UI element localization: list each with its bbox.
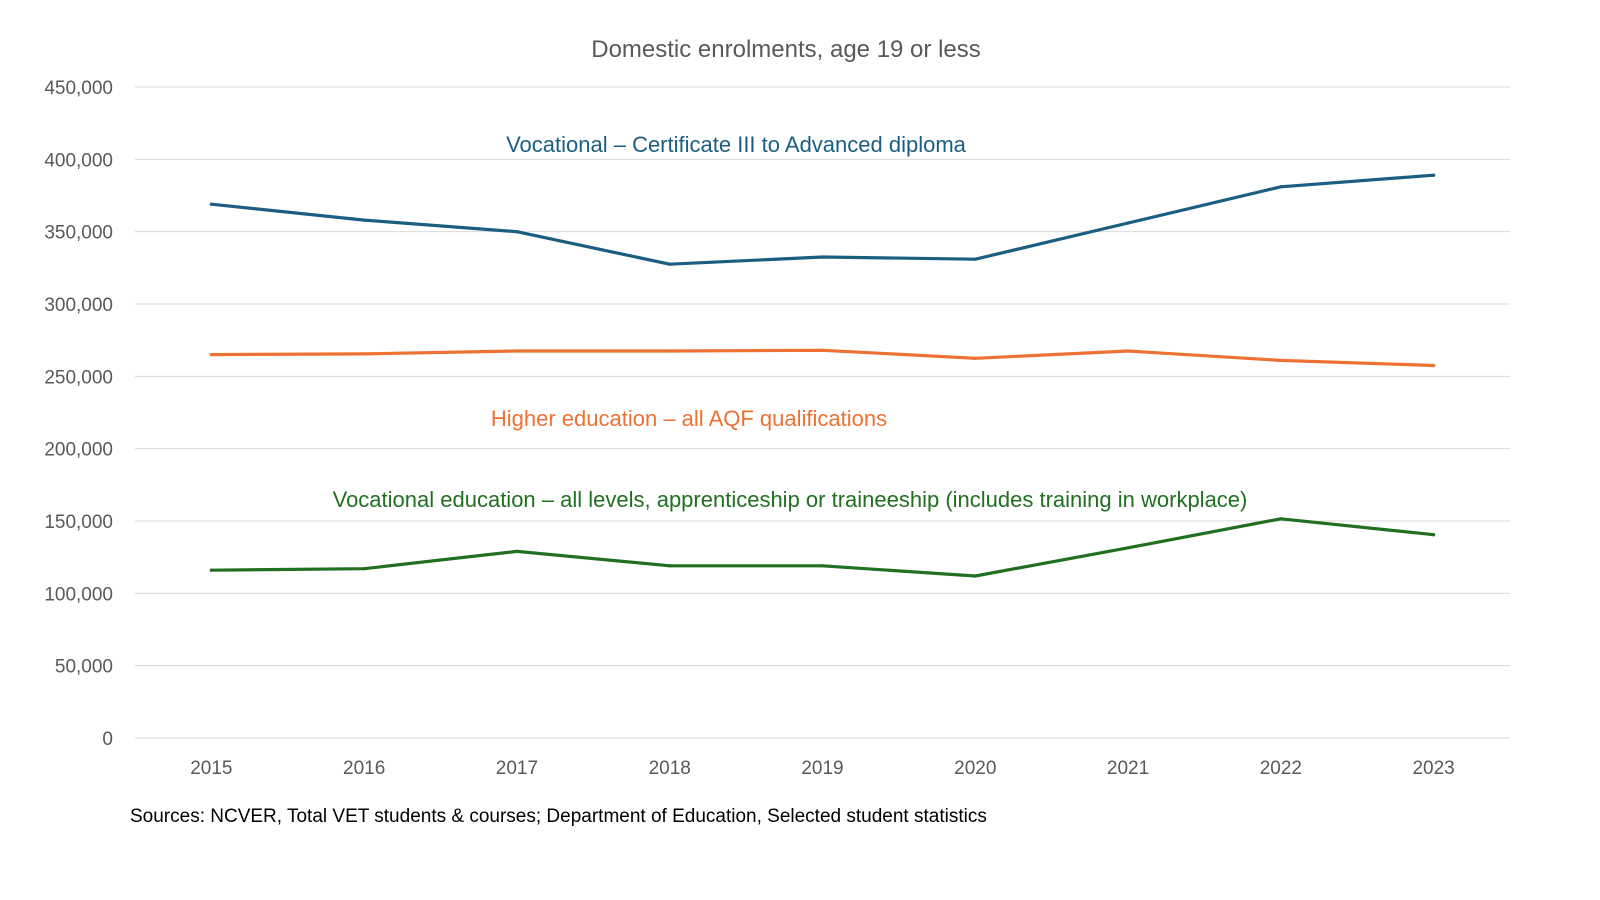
data-point	[1126, 221, 1130, 225]
data-point	[668, 564, 672, 568]
data-point	[973, 257, 977, 261]
x-tick-label: 2015	[190, 758, 232, 779]
data-point	[820, 564, 825, 568]
series-line-1	[209, 348, 1436, 368]
y-tick-label: 350,000	[44, 223, 113, 244]
data-point	[668, 349, 672, 353]
x-tick-label: 2019	[801, 758, 843, 779]
data-point	[515, 230, 519, 234]
x-tick-label: 2022	[1260, 758, 1302, 779]
data-point	[209, 202, 213, 206]
x-tick-label: 2021	[1107, 758, 1149, 779]
y-tick-label: 150,000	[44, 512, 113, 533]
data-point	[668, 262, 672, 266]
data-point	[820, 348, 825, 352]
data-point	[1126, 546, 1130, 550]
data-point	[1126, 349, 1130, 353]
data-point	[1432, 173, 1436, 177]
series-label-higher-education: Higher education – all AQF qualification…	[491, 406, 887, 431]
x-tick-label: 2023	[1412, 758, 1454, 779]
data-point	[362, 218, 366, 222]
data-point	[1279, 185, 1283, 189]
x-tick-label: 2016	[343, 758, 385, 779]
data-point	[1432, 363, 1436, 368]
chart-title: Domestic enrolments, age 19 or less	[591, 36, 981, 63]
data-point	[362, 352, 366, 356]
y-tick-label: 300,000	[44, 295, 113, 316]
data-point	[973, 356, 977, 360]
data-point	[1279, 517, 1283, 521]
data-point	[209, 353, 213, 357]
y-tick-label: 0	[102, 729, 113, 750]
data-point	[515, 349, 519, 353]
x-tick-label: 2018	[649, 758, 691, 779]
series-label-vocational-apprenticeship: Vocational education – all levels, appre…	[333, 487, 1248, 512]
series-label-vocational-cert: Vocational – Certificate III to Advanced…	[506, 132, 967, 157]
y-tick-label: 50,000	[55, 657, 113, 678]
y-tick-label: 100,000	[44, 584, 113, 605]
x-tick-label: 2017	[496, 758, 538, 779]
y-tick-label: 200,000	[44, 440, 113, 461]
data-point	[1279, 358, 1283, 363]
source-note: Sources: NCVER, Total VET students & cou…	[130, 806, 987, 827]
data-point	[973, 574, 977, 578]
series-line-0	[209, 173, 1436, 266]
y-tick-label: 450,000	[44, 78, 113, 99]
data-point	[209, 568, 213, 572]
y-tick-label: 400,000	[44, 150, 113, 171]
data-point	[362, 567, 366, 571]
x-tick-label: 2020	[954, 758, 996, 779]
data-point	[820, 255, 825, 259]
data-point	[515, 549, 519, 553]
y-tick-label: 250,000	[44, 367, 113, 388]
data-point	[1432, 533, 1436, 537]
